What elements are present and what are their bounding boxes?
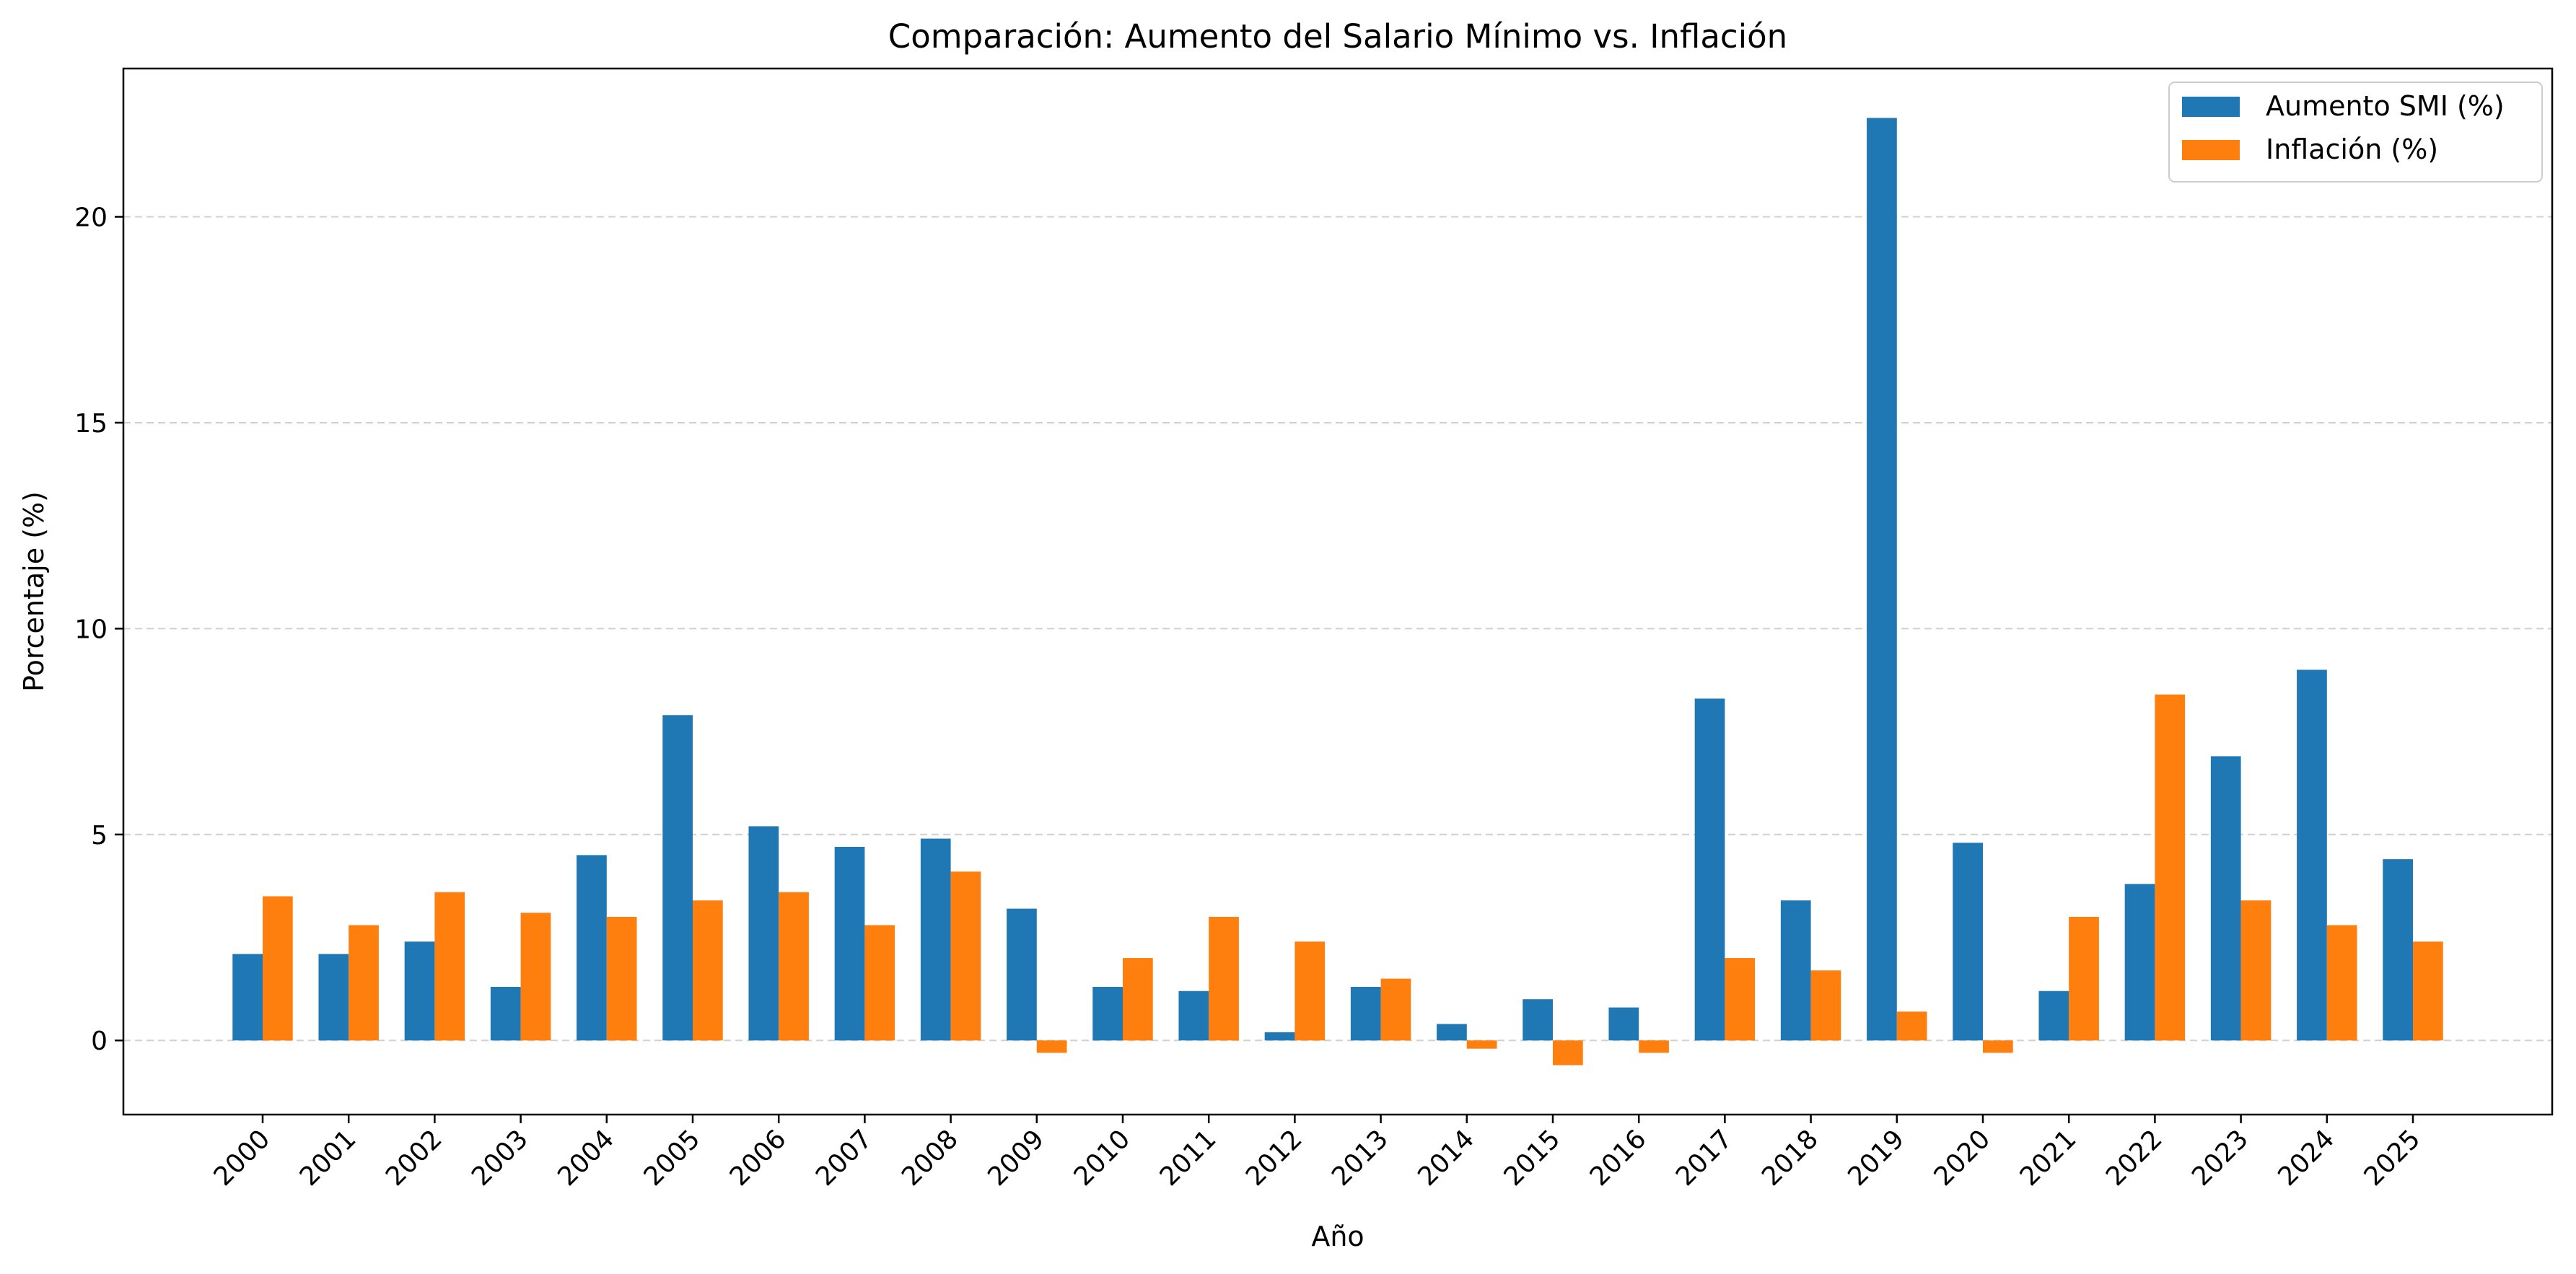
bar-smi-2002	[404, 941, 435, 1041]
x-tick-label: 2020	[1929, 1124, 1997, 1192]
y-axis-label: Porcentaje (%)	[18, 491, 50, 692]
x-tick-label: 2004	[552, 1124, 620, 1192]
x-tick-label: 2013	[1326, 1124, 1394, 1192]
bar-inflacion-2017	[1725, 958, 1756, 1041]
bar-inflacion-2008	[950, 871, 981, 1041]
bar-inflacion-2004	[606, 916, 637, 1041]
bar-smi-2011	[1178, 990, 1209, 1041]
x-tick-label: 2002	[380, 1124, 448, 1192]
bar-inflacion-2003	[520, 913, 551, 1041]
bar-smi-2020	[1953, 843, 1983, 1041]
bars	[232, 118, 2443, 1066]
x-tick-label: 2014	[1412, 1124, 1480, 1192]
y-tick-label: 20	[74, 203, 108, 233]
bar-smi-2024	[2297, 669, 2327, 1041]
bar-smi-2007	[834, 846, 865, 1041]
bar-inflacion-2010	[1123, 958, 1153, 1041]
bar-inflacion-2013	[1380, 978, 1411, 1041]
legend: Aumento SMI (%) Inflación (%)	[2168, 82, 2543, 183]
x-axis-ticks: 2000 2001 2002 2003 2004 2005 2006 2007 2008 2009…	[209, 1115, 2427, 1192]
bar-inflacion-2012	[1294, 941, 1326, 1041]
x-tick-label: 2017	[1670, 1124, 1738, 1192]
bar-inflacion-2025	[2413, 941, 2443, 1041]
x-tick-label: 2019	[1842, 1124, 1910, 1192]
bar-smi-2012	[1264, 1032, 1295, 1041]
y-tick-label: 10	[74, 615, 108, 644]
bar-inflacion-2021	[2069, 916, 2099, 1041]
legend-swatch	[2182, 97, 2240, 117]
y-tick-label: 15	[74, 409, 108, 439]
x-tick-label: 2005	[639, 1124, 706, 1192]
bar-smi-2010	[1092, 987, 1123, 1041]
plot-area-frame	[122, 67, 2554, 1116]
bar-inflacion-2002	[434, 892, 465, 1041]
bar-smi-2016	[1608, 1007, 1639, 1041]
x-tick-label: 2007	[810, 1124, 878, 1192]
bar-smi-2018	[1780, 900, 1811, 1041]
bar-smi-2023	[2210, 756, 2241, 1041]
bar-inflacion-2005	[693, 900, 723, 1041]
bar-smi-2000	[232, 954, 263, 1041]
bar-smi-2001	[318, 954, 349, 1041]
bar-smi-2022	[2124, 884, 2155, 1041]
bar-smi-2025	[2383, 859, 2413, 1041]
x-tick-label: 2001	[294, 1124, 362, 1192]
x-tick-label: 2021	[2015, 1124, 2082, 1192]
legend-label: Aumento SMI (%)	[2266, 90, 2505, 122]
legend-swatch	[2182, 140, 2240, 160]
bar-smi-2008	[920, 838, 951, 1041]
bar-smi-2003	[490, 987, 521, 1041]
bar-smi-2013	[1350, 987, 1381, 1041]
x-tick-label: 2023	[2186, 1124, 2254, 1192]
bar-smi-2004	[577, 855, 607, 1041]
x-tick-label: 2003	[466, 1124, 534, 1192]
bar-smi-2019	[1867, 118, 1897, 1041]
x-tick-label: 2009	[982, 1124, 1050, 1192]
x-tick-label: 2000	[209, 1124, 276, 1192]
bar-smi-2014	[1437, 1024, 1467, 1041]
legend-box	[2168, 82, 2543, 183]
x-tick-label: 2016	[1585, 1124, 1652, 1192]
bar-smi-2005	[662, 715, 693, 1041]
x-tick-label: 2018	[1756, 1124, 1824, 1192]
bar-inflacion-2007	[864, 925, 895, 1041]
x-axis-label: Año	[1311, 1221, 1364, 1252]
x-tick-label: 2006	[724, 1124, 792, 1192]
bar-inflacion-2000	[263, 896, 293, 1041]
y-tick-label: 5	[91, 821, 108, 851]
bar-smi-2017	[1694, 698, 1725, 1041]
x-tick-label: 2010	[1069, 1124, 1136, 1192]
bar-inflacion-2024	[2326, 925, 2357, 1041]
y-axis-ticks: 0 5 10 15 20	[74, 203, 123, 1056]
bar-smi-2009	[1007, 908, 1037, 1041]
bar-inflacion-2011	[1209, 916, 1239, 1041]
bar-smi-2015	[1523, 999, 1553, 1041]
legend-label: Inflación (%)	[2266, 133, 2438, 165]
chart-title: Comparación: Aumento del Salario Mínimo …	[888, 17, 1787, 56]
bar-inflacion-2009	[1036, 1040, 1067, 1053]
bar-inflacion-2015	[1553, 1040, 1583, 1066]
x-tick-label: 2022	[2100, 1124, 2168, 1192]
bar-inflacion-2023	[2240, 900, 2271, 1041]
x-tick-label: 2025	[2359, 1124, 2427, 1192]
bar-inflacion-2019	[1896, 1011, 1927, 1041]
x-tick-label: 2024	[2272, 1124, 2340, 1192]
x-tick-label: 2015	[1499, 1124, 1567, 1192]
bar-inflacion-2018	[1810, 970, 1841, 1041]
bar-inflacion-2020	[1983, 1040, 2013, 1053]
bar-smi-2021	[2038, 990, 2069, 1041]
gridlines	[123, 216, 2552, 1042]
x-tick-label: 2012	[1240, 1124, 1308, 1192]
bar-inflacion-2001	[349, 925, 379, 1041]
bar-inflacion-2022	[2155, 694, 2186, 1041]
x-tick-label: 2011	[1155, 1124, 1222, 1192]
x-tick-label: 2008	[896, 1124, 964, 1192]
bar-inflacion-2016	[1639, 1040, 1669, 1053]
bar-inflacion-2006	[779, 892, 809, 1041]
y-tick-label: 0	[91, 1027, 108, 1056]
bar-smi-2006	[748, 826, 779, 1041]
bar-inflacion-2014	[1466, 1040, 1497, 1049]
